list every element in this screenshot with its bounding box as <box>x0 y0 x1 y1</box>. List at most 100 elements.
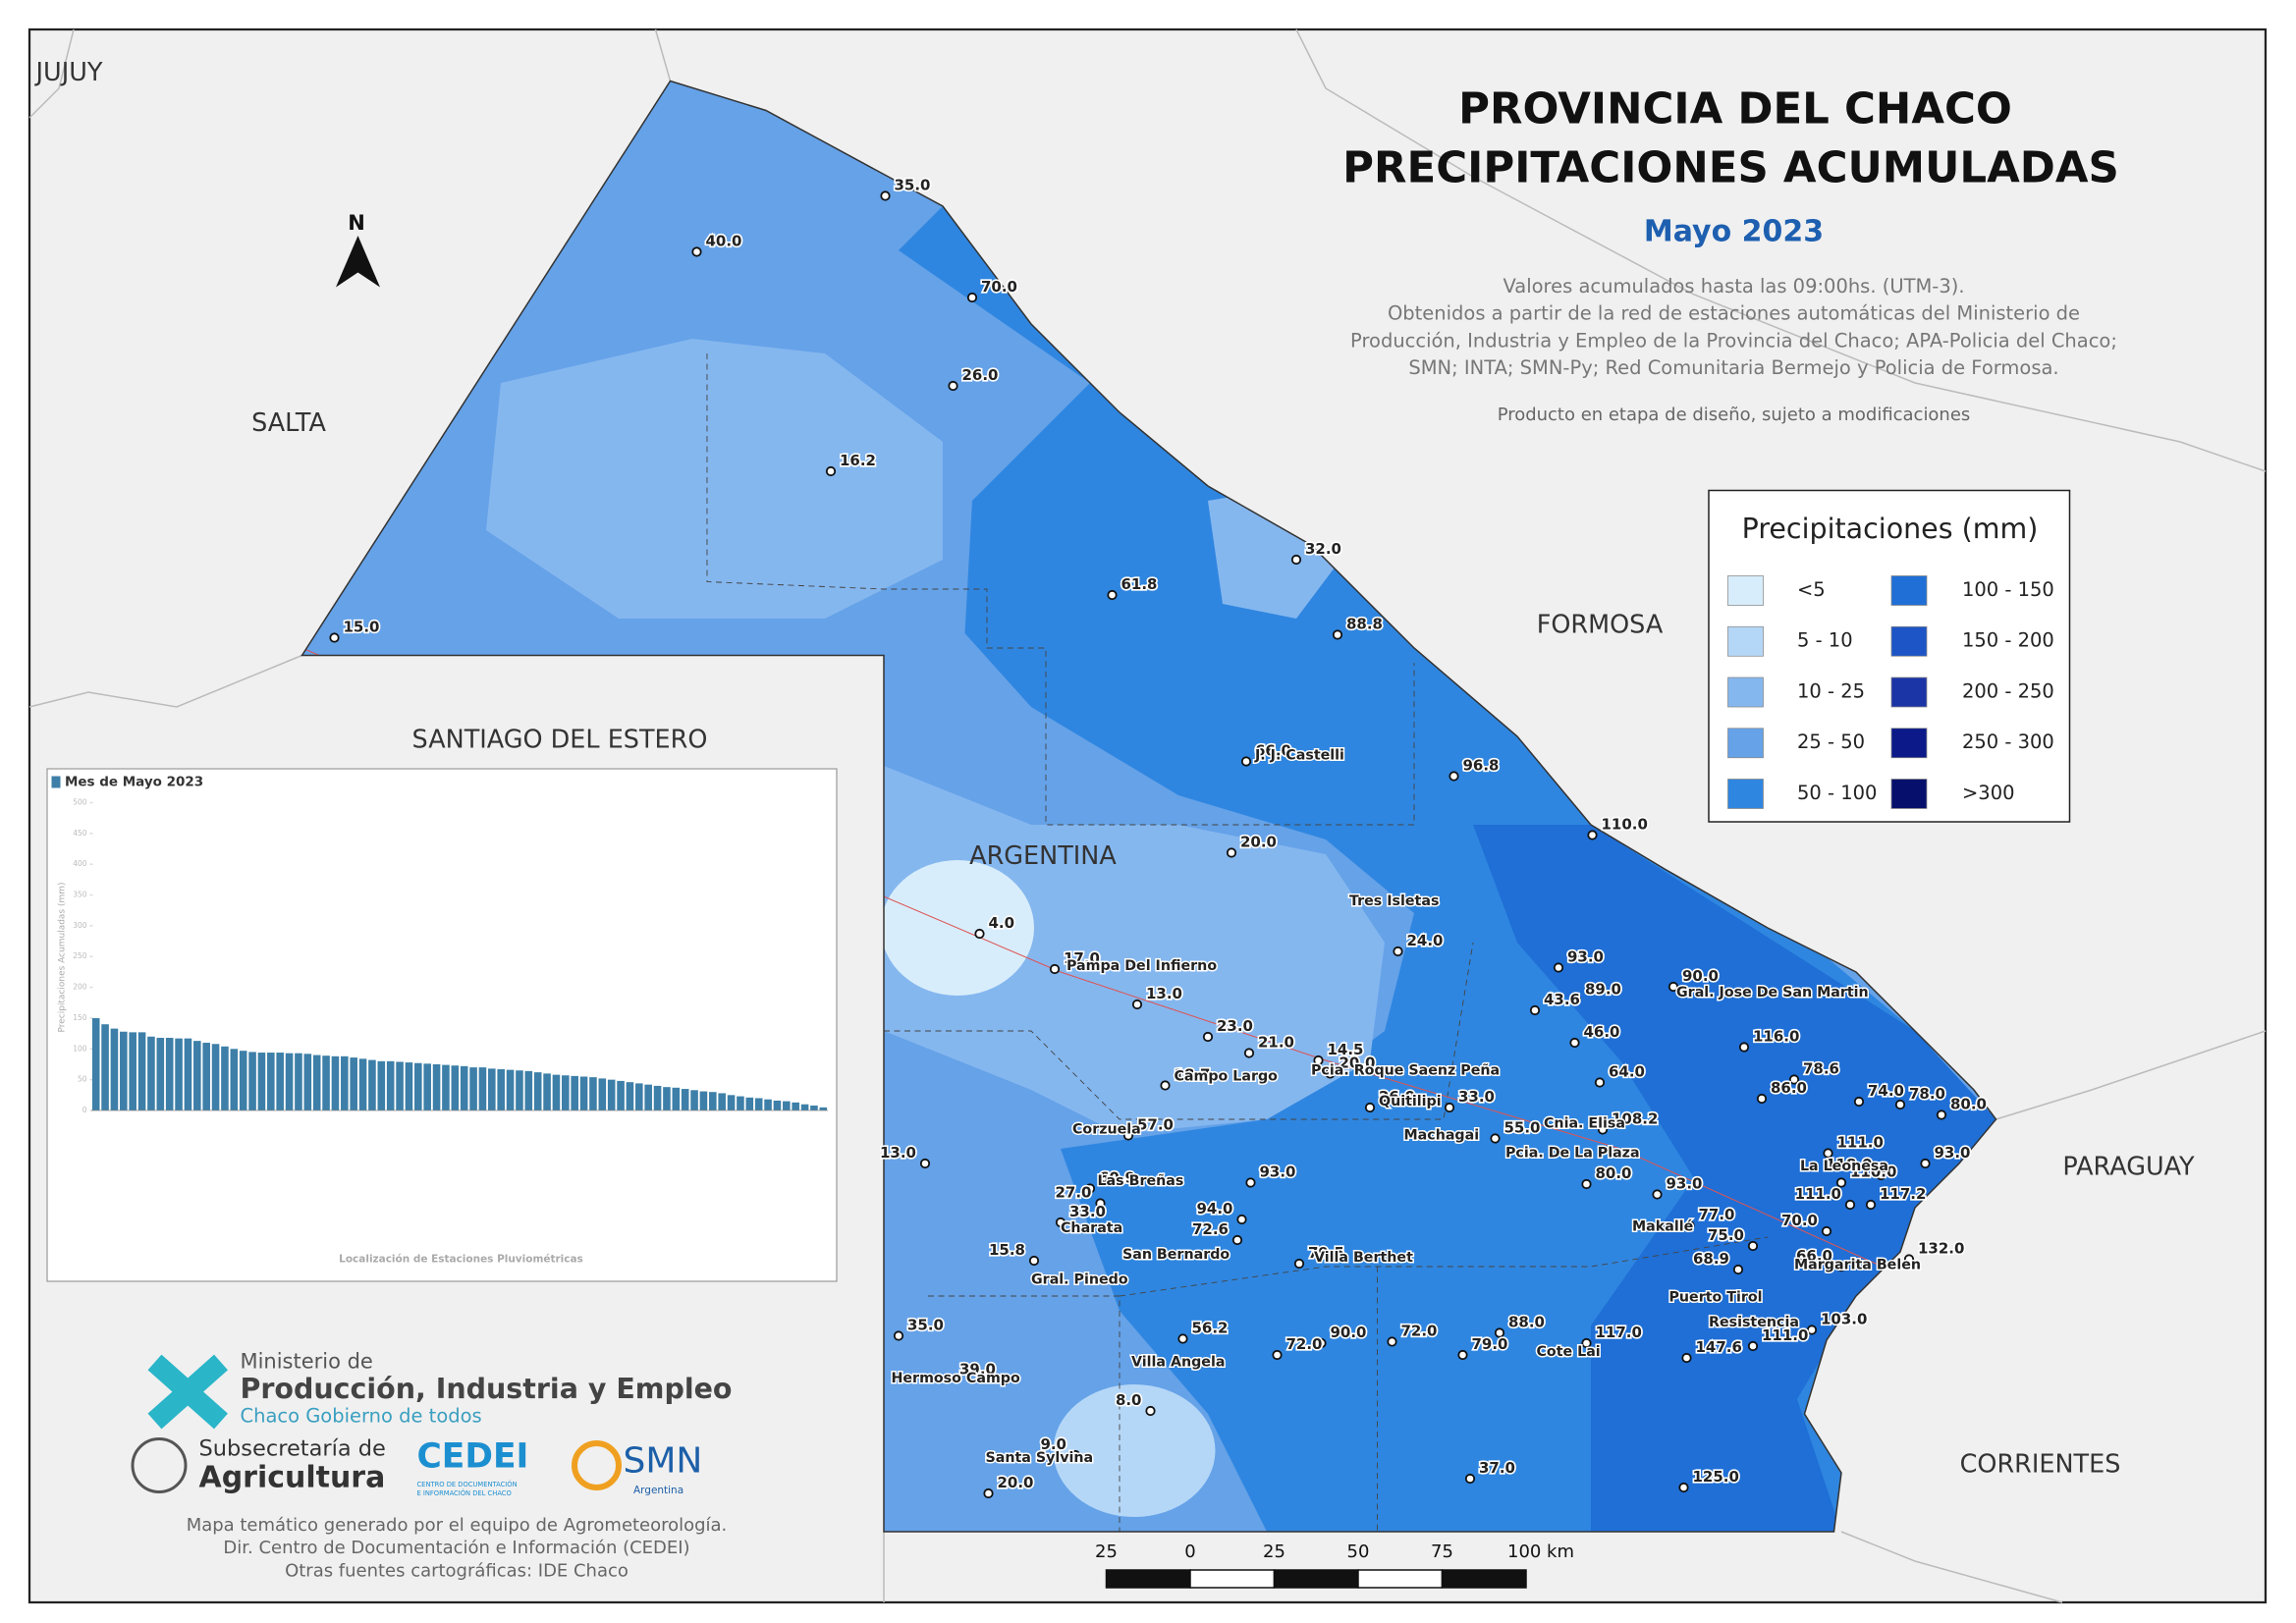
station-value: 55.0 <box>1503 1118 1540 1136</box>
legend-swatch <box>1727 625 1764 657</box>
scale-segment <box>1189 1569 1276 1589</box>
station-marker <box>1853 1096 1865 1108</box>
bar <box>681 1089 689 1110</box>
chaco-border <box>301 80 1997 1533</box>
town-label: Campo Largo <box>1174 1068 1278 1084</box>
legend-label: 10 - 25 <box>1797 680 1865 703</box>
inset-title-icon <box>51 776 61 788</box>
legend-swatch <box>1890 625 1928 657</box>
logo-seal <box>131 1436 188 1493</box>
town-label: Las Breñas <box>1097 1173 1183 1189</box>
logo-text: Chaco Gobierno de todos <box>240 1404 481 1427</box>
station-value: 72.6 <box>1192 1220 1229 1238</box>
bar <box>672 1087 681 1110</box>
bar <box>414 1062 422 1110</box>
station-marker <box>1835 1261 1847 1272</box>
station-value: 74.0 <box>1868 1082 1904 1100</box>
region-label: FORMOSA <box>1537 611 1664 640</box>
zone-100-150 <box>1472 824 1996 1532</box>
station-value: 132.0 <box>1918 1239 1964 1257</box>
station-value: 90.0 <box>1330 1324 1366 1341</box>
station-value: 8.0 <box>1116 1391 1142 1409</box>
station-marker <box>974 928 985 940</box>
bar <box>764 1099 772 1110</box>
station-value: 46.0 <box>1583 1023 1619 1041</box>
station-marker <box>1553 962 1564 973</box>
station-marker <box>1788 1074 1800 1085</box>
note-line: SMN; INTA; SMN-Py; Red Comunitaria Berme… <box>1408 356 2058 379</box>
town-label: Resistencia <box>1709 1315 1799 1330</box>
note-line: Valores acumulados hasta las 09:00hs. (U… <box>1503 275 1964 298</box>
station-value: 68.9 <box>1693 1250 1729 1268</box>
station-marker <box>1160 1080 1171 1091</box>
station-marker <box>1084 1183 1096 1194</box>
station-value: 93.0 <box>1567 947 1604 965</box>
station-marker <box>1457 1349 1468 1361</box>
town-label: Villa Berthet <box>1314 1250 1413 1266</box>
station-value: 103.0 <box>1821 1310 1867 1327</box>
bar <box>497 1068 505 1110</box>
station-marker <box>1316 1337 1327 1349</box>
town-label: Charata <box>1061 1220 1122 1236</box>
station-value: 77.0 <box>1698 1206 1734 1223</box>
note-line: Producción, Industria y Empleo de la Pro… <box>1350 330 2117 352</box>
zone-10-25 <box>883 766 1385 1134</box>
station-marker <box>1177 1333 1188 1344</box>
station-marker <box>1594 1077 1606 1088</box>
station-marker <box>1903 1254 1915 1265</box>
logo-x <box>147 1354 228 1430</box>
map-title: PROVINCIA DEL CHACO <box>1458 85 2012 135</box>
north-arrow <box>335 236 380 288</box>
bar <box>156 1038 165 1110</box>
station-marker <box>1678 1482 1689 1493</box>
station-marker <box>1835 1177 1847 1188</box>
station-marker <box>1028 1255 1040 1267</box>
station-value: 111.0 <box>1836 1133 1883 1151</box>
station-marker <box>1894 1099 1906 1110</box>
town-label: Villa Angela <box>1131 1354 1225 1370</box>
bar <box>543 1073 551 1110</box>
station-marker <box>1272 1349 1283 1361</box>
legend-swatch <box>1727 728 1764 759</box>
bar <box>312 1055 321 1110</box>
bar <box>358 1058 367 1110</box>
bar <box>368 1059 376 1110</box>
bar <box>165 1038 174 1110</box>
bar <box>129 1032 137 1110</box>
station-value: 93.0 <box>1666 1174 1702 1192</box>
bar <box>331 1055 340 1110</box>
station-value: 78.0 <box>1909 1085 1945 1103</box>
station-marker <box>1581 1337 1592 1349</box>
bar <box>285 1053 294 1110</box>
station-marker <box>1236 1214 1247 1225</box>
scale-label: 100 km <box>1507 1542 1574 1562</box>
station-marker <box>966 292 978 303</box>
bar <box>478 1067 487 1110</box>
station-marker <box>1069 1449 1081 1461</box>
bar <box>469 1067 477 1110</box>
station-value: 110.0 <box>1850 1163 1896 1180</box>
bar <box>727 1095 736 1110</box>
y-tick-label: 450 <box>73 829 87 838</box>
station-value: 60.9 <box>1099 1168 1135 1186</box>
logo-text: Ministerio de <box>240 1349 372 1373</box>
station-marker <box>1738 1042 1750 1053</box>
station-value: 20.0 <box>1339 1054 1375 1071</box>
scale-label: 75 <box>1431 1542 1453 1562</box>
logo-text: Subsecretaría de <box>198 1435 385 1461</box>
credit-line: Mapa temático generado por el equipo de … <box>187 1515 728 1536</box>
bar <box>754 1098 763 1110</box>
bar <box>295 1053 302 1110</box>
station-value: 35.0 <box>907 1316 944 1333</box>
station-marker <box>1597 1124 1609 1135</box>
station-marker <box>1293 1258 1305 1270</box>
station-value: 56.2 <box>1191 1319 1228 1336</box>
station-marker <box>1684 1219 1695 1231</box>
station-value: 72.0 <box>1400 1322 1437 1339</box>
legend-label: 100 - 150 <box>1962 578 2054 601</box>
station-value: 88.0 <box>1508 1313 1545 1330</box>
bar <box>644 1084 652 1110</box>
bar <box>350 1057 357 1110</box>
y-tick-label: 250 <box>73 951 87 960</box>
